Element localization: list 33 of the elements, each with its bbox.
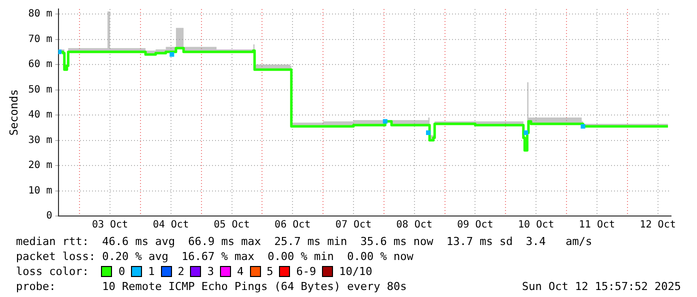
x-tick-label: 12 Oct [640, 220, 676, 231]
y-tick-label: 50 m [28, 84, 52, 96]
legend-label: 3 [207, 264, 214, 279]
x-tick-label: 04 Oct [152, 220, 189, 231]
x-tick-label: 07 Oct [335, 220, 372, 231]
text: Sun Oct 12 15:57:52 2025 [522, 279, 681, 294]
text: probe: 10 Remote ICMP Echo Pings (64 Bytes) every 80s [16, 279, 407, 294]
legend-label: 10/10 [339, 264, 372, 279]
y-tick-label: 80 m [28, 8, 52, 20]
legend-label: 1 [148, 264, 155, 279]
legend-label: 5 [266, 264, 274, 279]
y-tick-label: 10 m [28, 185, 52, 196]
text: median rtt: 46.6 ms avg 66.9 ms max 25.7 ms min 35.6 ms now 13.7 ms sd 3.4 am/s [16, 234, 594, 249]
y-tick-label: 20 m [28, 160, 52, 172]
legend-label: 6-9 [296, 264, 316, 279]
y-tick-label: 40 m [28, 110, 52, 121]
x-tick-label: 03 Oct [92, 220, 128, 231]
x-tick-label: 08 Oct [396, 220, 432, 231]
x-tick-label: 11 Oct [578, 220, 616, 231]
legend-title: loss color: [16, 264, 90, 279]
x-tick-label: 09 Oct [457, 220, 494, 231]
legend-label: 0 [118, 264, 126, 279]
legend-label: 2 [178, 264, 184, 279]
y-tick-label: 0 [46, 210, 52, 222]
x-tick-label: 06 Oct [274, 220, 311, 231]
x-tick-label: 05 Oct [214, 220, 250, 231]
y-tick-label: 70 m [28, 34, 52, 45]
y-axis-title: Seconds [7, 89, 20, 136]
y-tick-label: 30 m [28, 134, 52, 146]
x-tick-label: 10 Oct [518, 220, 554, 231]
y-tick-label: 60 m [28, 59, 52, 70]
legend-label: 4 [236, 264, 244, 279]
text: packet loss: 0.20 % avg 16.67 % max 0.00 % min 0.00 % now [16, 249, 414, 264]
